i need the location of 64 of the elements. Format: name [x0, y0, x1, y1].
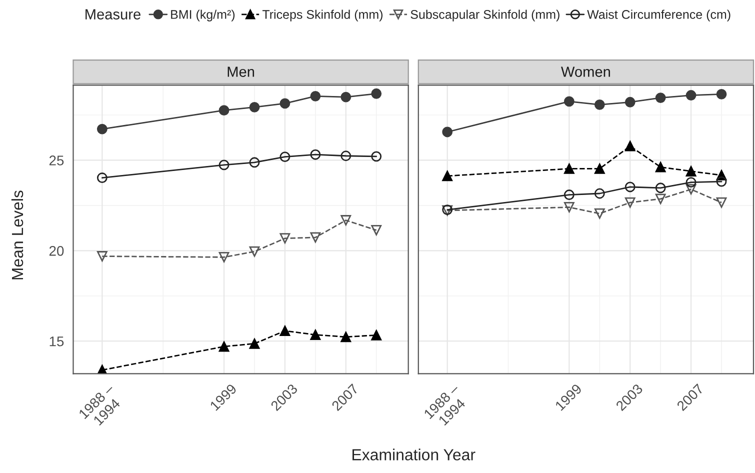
point	[340, 92, 352, 102]
y-tick-label: 20	[49, 246, 64, 256]
point	[686, 177, 696, 188]
point	[249, 246, 260, 257]
point	[310, 232, 321, 243]
point	[96, 172, 108, 183]
point	[594, 208, 605, 219]
point	[655, 162, 666, 172]
point	[340, 150, 352, 162]
legend-title: Measure	[86, 9, 140, 20]
point	[218, 252, 230, 262]
point	[686, 184, 696, 195]
point	[340, 332, 352, 342]
point	[280, 326, 290, 336]
chart-title: Men	[228, 66, 254, 77]
point	[310, 90, 321, 102]
point	[442, 170, 453, 182]
point	[249, 338, 260, 349]
point	[594, 188, 605, 199]
point	[280, 98, 290, 109]
x-axis-title: Examination Year	[352, 448, 476, 460]
y-tick-label: 15	[50, 336, 64, 346]
legend-label: Triceps Skinfold (mm)	[262, 10, 382, 22]
legend-label: BMI (kg/m²)	[171, 10, 235, 22]
point	[218, 341, 230, 352]
point	[96, 251, 108, 262]
point	[371, 330, 382, 340]
y-tick-label: 25	[49, 156, 64, 166]
point	[564, 96, 574, 107]
point	[371, 88, 382, 99]
y-axis-title: Mean Levels	[11, 190, 24, 280]
point	[249, 157, 260, 168]
point	[716, 88, 727, 100]
point	[218, 160, 230, 170]
point	[716, 197, 727, 208]
point	[594, 99, 605, 110]
point	[310, 149, 321, 160]
point	[280, 152, 290, 162]
point	[310, 330, 321, 340]
point	[716, 176, 727, 187]
point	[624, 197, 636, 208]
point	[686, 166, 696, 176]
point	[96, 124, 108, 134]
point	[655, 92, 666, 104]
point	[371, 151, 382, 162]
point	[340, 215, 352, 226]
point	[564, 164, 574, 174]
point	[564, 202, 574, 212]
point	[686, 90, 696, 100]
point	[624, 96, 636, 108]
point	[624, 140, 636, 152]
point	[594, 164, 605, 174]
point	[655, 182, 666, 194]
point	[249, 102, 260, 112]
point	[280, 233, 290, 244]
point	[371, 225, 382, 236]
point	[442, 126, 453, 138]
point	[655, 194, 666, 204]
legend-label: Subscapular Skinfold (mm)	[410, 10, 560, 22]
point	[218, 105, 230, 116]
legend-label: Waist Circumference (cm)	[587, 10, 730, 22]
point	[624, 182, 636, 192]
point	[564, 190, 574, 200]
chart-title: Women	[561, 66, 610, 77]
